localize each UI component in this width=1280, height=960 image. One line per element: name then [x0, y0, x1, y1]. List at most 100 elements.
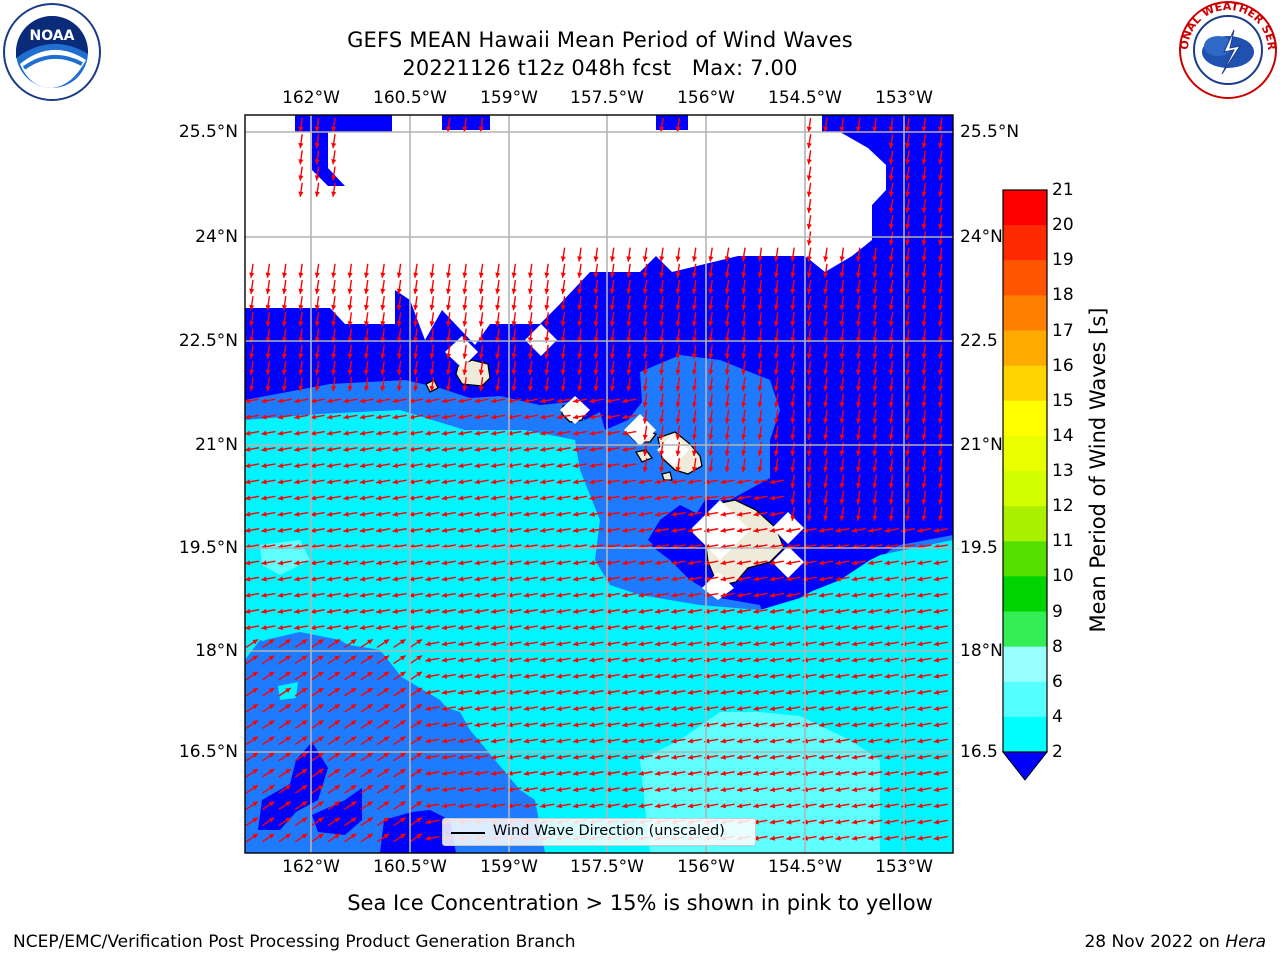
wave-direction-arrow: [659, 279, 665, 295]
wave-direction-arrow: [277, 463, 292, 469]
wave-direction-arrow: [626, 360, 632, 376]
map-title: GEFS MEAN Hawaii Mean Period of Wind Wav…: [347, 28, 853, 52]
wave-direction-arrow: [523, 689, 538, 695]
wave-direction-arrow: [773, 247, 780, 262]
wave-direction-arrow: [638, 706, 653, 712]
wave-direction-arrow: [769, 819, 784, 825]
wave-direction-arrow: [937, 263, 944, 278]
wave-direction-arrow: [855, 279, 862, 295]
wave-direction-arrow: [311, 800, 324, 810]
wave-direction-arrow: [392, 398, 407, 404]
wave-direction-arrow: [937, 490, 944, 505]
wave-direction-arrow: [818, 754, 834, 760]
wave-direction-arrow: [380, 344, 386, 359]
wave-direction-arrow: [818, 592, 834, 598]
wave-direction-arrow: [806, 247, 812, 262]
wave-direction-arrow: [905, 182, 911, 197]
wave-direction-arrow: [326, 576, 342, 582]
colorbar-tick-label: 12: [1052, 496, 1074, 517]
wave-direction-arrow: [294, 463, 309, 469]
wave-direction-arrow: [425, 657, 440, 663]
colorbar-tick-label: 11: [1052, 531, 1074, 552]
wave-direction-arrow: [376, 592, 391, 598]
wave-direction-arrow: [523, 770, 538, 776]
wave-direction-arrow: [835, 722, 850, 728]
wave-direction-arrow: [310, 479, 325, 485]
wave-direction-arrow: [462, 263, 468, 278]
wave-direction-arrow: [720, 689, 735, 695]
wave-direction-arrow: [659, 377, 665, 392]
wave-direction-arrow: [380, 263, 386, 278]
wave-direction-arrow: [262, 736, 275, 746]
wave-direction-arrow: [474, 592, 489, 598]
wave-direction-arrow: [441, 625, 456, 631]
wave-direction-arrow: [884, 722, 899, 728]
wave-direction-arrow: [786, 835, 801, 841]
wave-direction-arrow: [818, 803, 834, 809]
wave-direction-arrow: [544, 263, 550, 278]
wave-direction-arrow: [540, 803, 555, 809]
wave-direction-arrow: [392, 446, 407, 452]
wave-direction-arrow: [769, 479, 784, 485]
wave-direction-arrow: [691, 312, 698, 327]
wave-direction-arrow: [753, 738, 768, 744]
wave-direction-arrow: [490, 770, 506, 776]
wave-direction-arrow: [589, 608, 604, 614]
wave-direction-arrow: [572, 722, 588, 728]
wave-direction-arrow: [294, 817, 308, 827]
wave-direction-arrow: [344, 655, 357, 665]
wave-direction-arrow: [835, 527, 850, 533]
wave-direction-arrow: [523, 625, 538, 631]
wave-direction-arrow: [654, 479, 670, 485]
wave-direction-arrow: [622, 657, 637, 663]
wave-direction-arrow: [294, 414, 309, 420]
wave-direction-arrow: [851, 657, 866, 663]
wave-direction-arrow: [298, 134, 304, 149]
wave-direction-arrow: [675, 344, 681, 359]
wave-direction-arrow: [265, 312, 271, 327]
wave-direction-arrow: [769, 770, 784, 776]
wave-direction-arrow: [376, 638, 390, 648]
wave-direction-arrow: [409, 703, 423, 713]
wave-direction-arrow: [626, 377, 632, 392]
wave-direction-arrow: [884, 706, 899, 712]
wave-direction-arrow: [261, 527, 276, 533]
wave-direction-arrow: [556, 641, 571, 647]
wave-direction-arrow: [343, 430, 358, 436]
wave-direction-arrow: [495, 279, 501, 295]
wave-direction-arrow: [642, 458, 648, 473]
wave-direction-arrow: [659, 296, 665, 311]
wave-direction-arrow: [572, 398, 588, 404]
wave-direction-arrow: [905, 231, 911, 246]
wave-direction-arrow: [835, 625, 850, 631]
wave-direction-arrow: [393, 784, 406, 794]
wave-direction-arrow: [527, 360, 534, 376]
wave-direction-arrow: [249, 360, 255, 376]
wave-direction-arrow: [790, 247, 796, 262]
bottom-axis-tick-label: 154.5°W: [768, 857, 842, 877]
wave-direction-arrow: [671, 495, 686, 501]
wave-direction-arrow: [474, 479, 489, 485]
wave-direction-arrow: [458, 673, 473, 679]
wave-direction-arrow: [736, 754, 752, 760]
wave-direction-arrow: [921, 409, 927, 424]
wave-direction-arrow: [642, 312, 648, 327]
wave-direction-arrow: [572, 479, 588, 485]
footer-branch: NCEP/EMC/Verification Post Processing Pr…: [13, 932, 576, 952]
wave-direction-arrow: [462, 279, 468, 295]
wave-direction-arrow: [326, 560, 342, 566]
wave-direction-arrow: [265, 377, 271, 392]
wave-direction-arrow: [720, 754, 735, 760]
wave-direction-arrow: [326, 463, 342, 469]
left-axis-tick-label: 24°N: [195, 227, 238, 247]
wave-direction-arrow: [577, 360, 583, 376]
wave-direction-arrow: [245, 430, 260, 436]
wave-direction-arrow: [495, 377, 501, 392]
wave-direction-arrow: [523, 511, 538, 517]
wave-direction-arrow: [490, 803, 506, 809]
wave-direction-arrow: [556, 446, 571, 452]
wave-direction-arrow: [622, 738, 637, 744]
wave-direction-arrow: [786, 673, 801, 679]
wave-direction-arrow: [905, 166, 911, 181]
colorbar-cell: [1003, 295, 1047, 331]
